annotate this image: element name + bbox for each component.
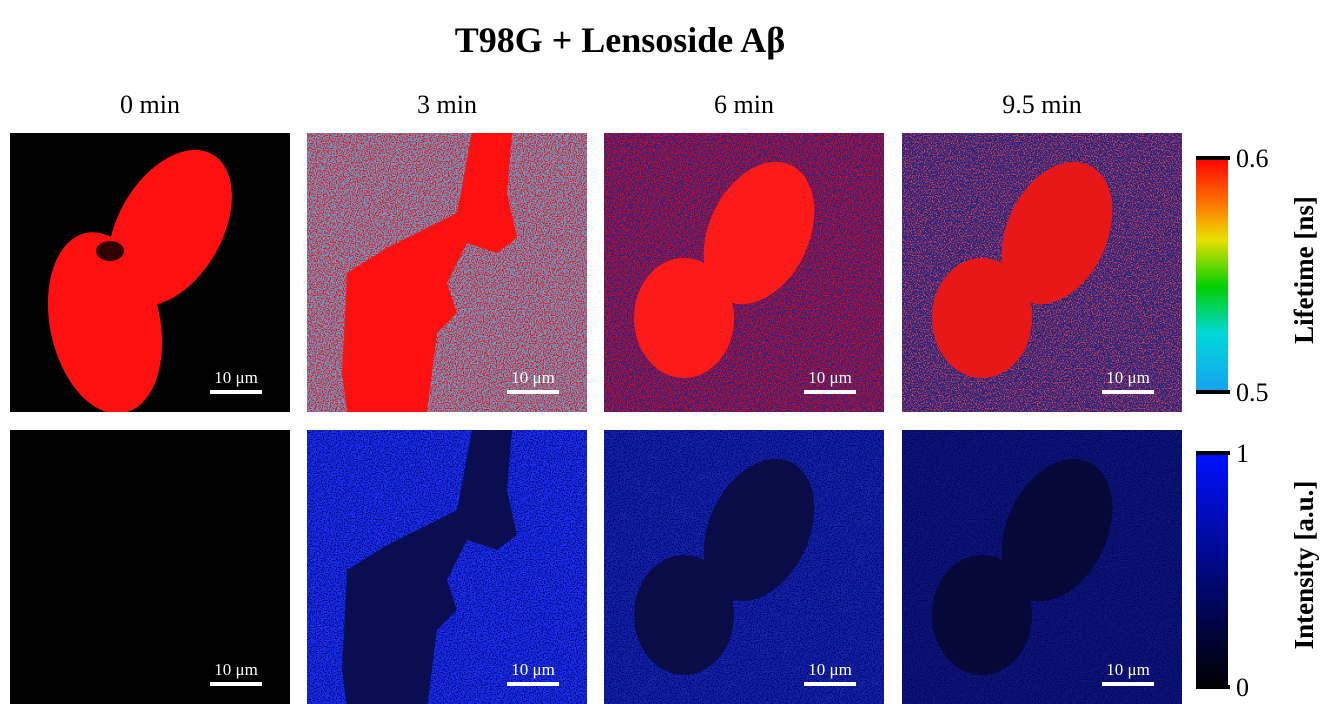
background: [10, 430, 290, 704]
cell: [703, 458, 815, 602]
scale-bar-label: 10 μm: [511, 660, 555, 679]
scale-bar-label: 10 μm: [808, 660, 852, 679]
column-label: 9.5 min: [1002, 90, 1081, 119]
micrograph: 10 μm: [902, 133, 1182, 412]
micrograph: 10 μm: [307, 133, 587, 412]
scale-bar: [507, 682, 559, 686]
cell: [932, 555, 1032, 675]
cell: [1001, 458, 1113, 602]
micrograph: 10 μm: [604, 430, 884, 704]
column-label: 0 min: [120, 90, 180, 119]
scale-bar-label: 10 μm: [1106, 660, 1150, 679]
cell: [1001, 161, 1113, 305]
micrograph: 10 μm: [10, 133, 290, 412]
colorbar-tick-label: 0.5: [1236, 378, 1269, 407]
nucleus-gap: [96, 241, 124, 261]
scale-bar: [804, 682, 856, 686]
scale-bar-label: 10 μm: [808, 368, 852, 387]
colorbar-label: Lifetime [ns]: [1289, 196, 1319, 344]
scale-bar: [804, 390, 856, 394]
micrograph: 10 μm: [307, 430, 587, 704]
cell: [703, 161, 815, 305]
scale-bar: [210, 682, 262, 686]
cell: [634, 555, 734, 675]
colorbar-tick-label: 1: [1236, 439, 1249, 468]
cell: [634, 258, 734, 378]
colorbar-label: Intensity [a.u.]: [1289, 481, 1319, 650]
column-label: 3 min: [417, 90, 477, 119]
scale-bar: [507, 390, 559, 394]
cell: [932, 258, 1032, 378]
scale-bar-label: 10 μm: [214, 660, 258, 679]
scale-bar: [1102, 390, 1154, 394]
colorbar: [1196, 158, 1228, 392]
scale-bar: [210, 390, 262, 394]
scale-bar-label: 10 μm: [1106, 368, 1150, 387]
scale-bar-label: 10 μm: [511, 368, 555, 387]
colorbar: [1196, 453, 1228, 687]
micrograph: 10 μm: [604, 133, 884, 412]
scale-bar-label: 10 μm: [214, 368, 258, 387]
scale-bar: [1102, 682, 1154, 686]
micrograph: 10 μm: [10, 430, 290, 704]
column-label: 6 min: [714, 90, 774, 119]
micrograph: 10 μm: [902, 430, 1182, 704]
colorbar-tick-label: 0: [1236, 673, 1249, 702]
cell: [342, 133, 517, 412]
cell: [342, 430, 517, 704]
colorbar-tick-label: 0.6: [1236, 144, 1269, 173]
cell: [47, 232, 163, 412]
figure-title: T98G + Lensoside Aβ: [455, 20, 786, 60]
